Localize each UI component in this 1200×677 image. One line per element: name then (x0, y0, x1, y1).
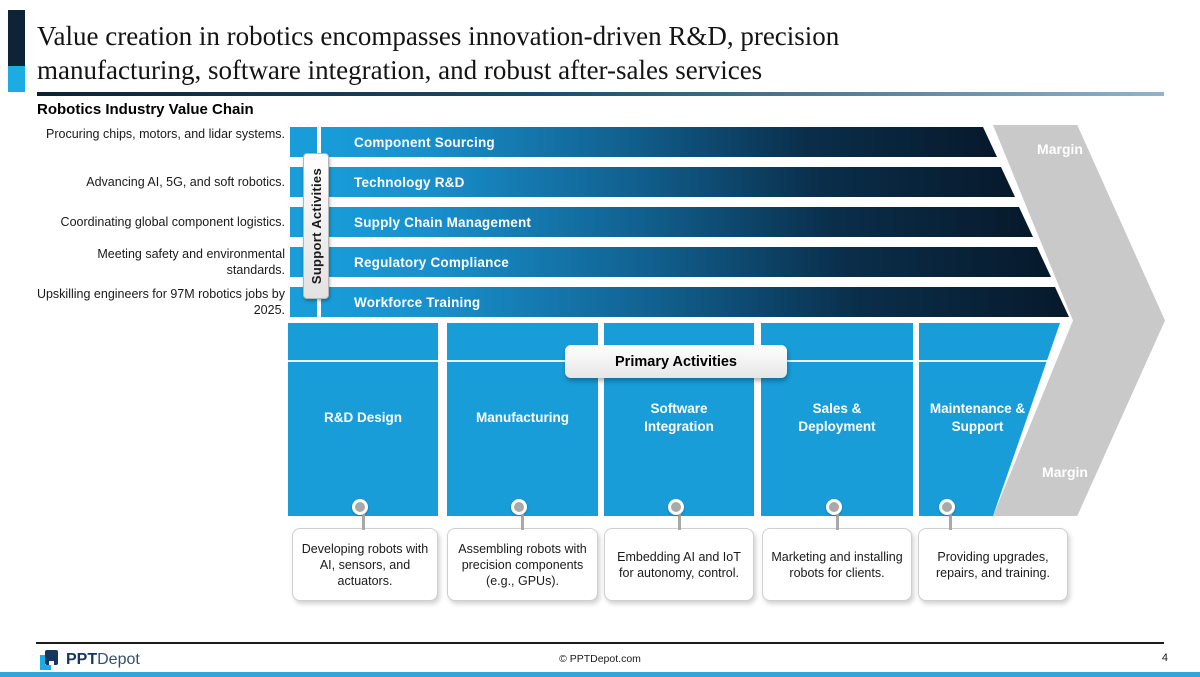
pptdepot-logo: PPTDepot (38, 648, 140, 672)
connector-dot-2 (511, 499, 527, 515)
primary-activities-text: Primary Activities (615, 353, 737, 370)
support-bar-regulatory-compliance: Regulatory Compliance (321, 247, 1051, 277)
support-bar-workforce-training: Workforce Training (321, 287, 1069, 317)
title-underline (37, 92, 1164, 96)
slide-title: Value creation in robotics encompasses i… (37, 19, 1167, 87)
connector-dot-3 (668, 499, 684, 515)
connector-stem-1 (362, 508, 365, 530)
support-activities-axis-label: Support Activities (303, 153, 329, 299)
support-bar-square-1 (290, 127, 317, 157)
logo-text-regular: Depot (97, 651, 140, 668)
connector-stem-5 (949, 508, 952, 530)
pptdepot-logo-text: PPTDepot (66, 651, 140, 669)
support-bar-label: Workforce Training (354, 294, 481, 310)
accent-bar-navy (8, 10, 25, 66)
support-bar-label: Supply Chain Management (354, 214, 532, 230)
connector-dot-4 (826, 499, 842, 515)
support-description-1: Procuring chips, motors, and lidar syste… (46, 127, 285, 141)
box-inner-line (761, 360, 913, 362)
primary-card-maintenance-support: Providing upgrades, repairs, and trainin… (918, 528, 1068, 601)
connector-dot-1 (352, 499, 368, 515)
support-bar-supply-chain: Supply Chain Management (321, 207, 1033, 237)
diagram-heading: Robotics Industry Value Chain (37, 101, 254, 118)
primary-box-label: Manufacturing (476, 410, 569, 425)
slide-title-line2: manufacturing, software integration, and… (37, 55, 763, 85)
support-activities-text: Support Activities (308, 167, 324, 285)
support-bar-component-sourcing: Component Sourcing (321, 127, 997, 157)
pptdepot-logo-icon (40, 650, 58, 670)
margin-label-bottom: Margin (1042, 464, 1088, 480)
primary-card-sales-deployment: Marketing and installing robots for clie… (762, 528, 912, 601)
logo-text-bold: PPT (66, 651, 98, 668)
support-description-2: Advancing AI, 5G, and soft robotics. (86, 175, 285, 189)
primary-card-rd-design: Developing robots with AI, sensors, and … (292, 528, 438, 601)
connector-stem-3 (678, 508, 681, 530)
connector-stem-4 (836, 508, 839, 530)
box-inner-line (919, 360, 1060, 362)
footer-divider (36, 642, 1164, 644)
primary-card-software-integration: Embedding AI and IoT for autonomy, contr… (604, 528, 754, 601)
primary-card-manufacturing: Assembling robots with precision compone… (447, 528, 598, 601)
primary-box-manufacturing: Manufacturing (447, 323, 598, 516)
accent-bar-cyan (8, 66, 25, 92)
primary-activities-header: Primary Activities (565, 345, 787, 378)
page-number: 4 (1161, 652, 1168, 664)
footer-copyright: © PPTDepot.com (559, 653, 641, 665)
support-description-3: Coordinating global component logistics. (60, 215, 285, 229)
support-bar-label: Regulatory Compliance (354, 254, 509, 270)
support-bar-label: Component Sourcing (354, 134, 495, 150)
connector-dot-5 (939, 499, 955, 515)
box-inner-line (288, 360, 438, 362)
primary-box-label: Maintenance & Support (929, 401, 1026, 434)
support-description-5: Upskilling engineers for 97M robotics jo… (36, 287, 285, 317)
margin-arrow (993, 125, 1165, 516)
support-description-4: Meeting safety and environmental standar… (97, 247, 285, 277)
margin-label-top: Margin (1037, 141, 1083, 157)
box-inner-line (447, 360, 598, 362)
primary-box-rd-design: R&D Design (288, 323, 438, 516)
primary-box-label: R&D Design (323, 410, 402, 425)
slide-title-line1: Value creation in robotics encompasses i… (37, 21, 840, 51)
support-bar-technology-rd: Technology R&D (321, 167, 1015, 197)
support-bar-label: Technology R&D (354, 174, 465, 190)
primary-box-label: Software Integration (644, 401, 714, 434)
primary-box-label: Sales & Deployment (798, 401, 876, 434)
connector-stem-2 (521, 508, 524, 530)
bottom-accent-bar (0, 672, 1200, 677)
